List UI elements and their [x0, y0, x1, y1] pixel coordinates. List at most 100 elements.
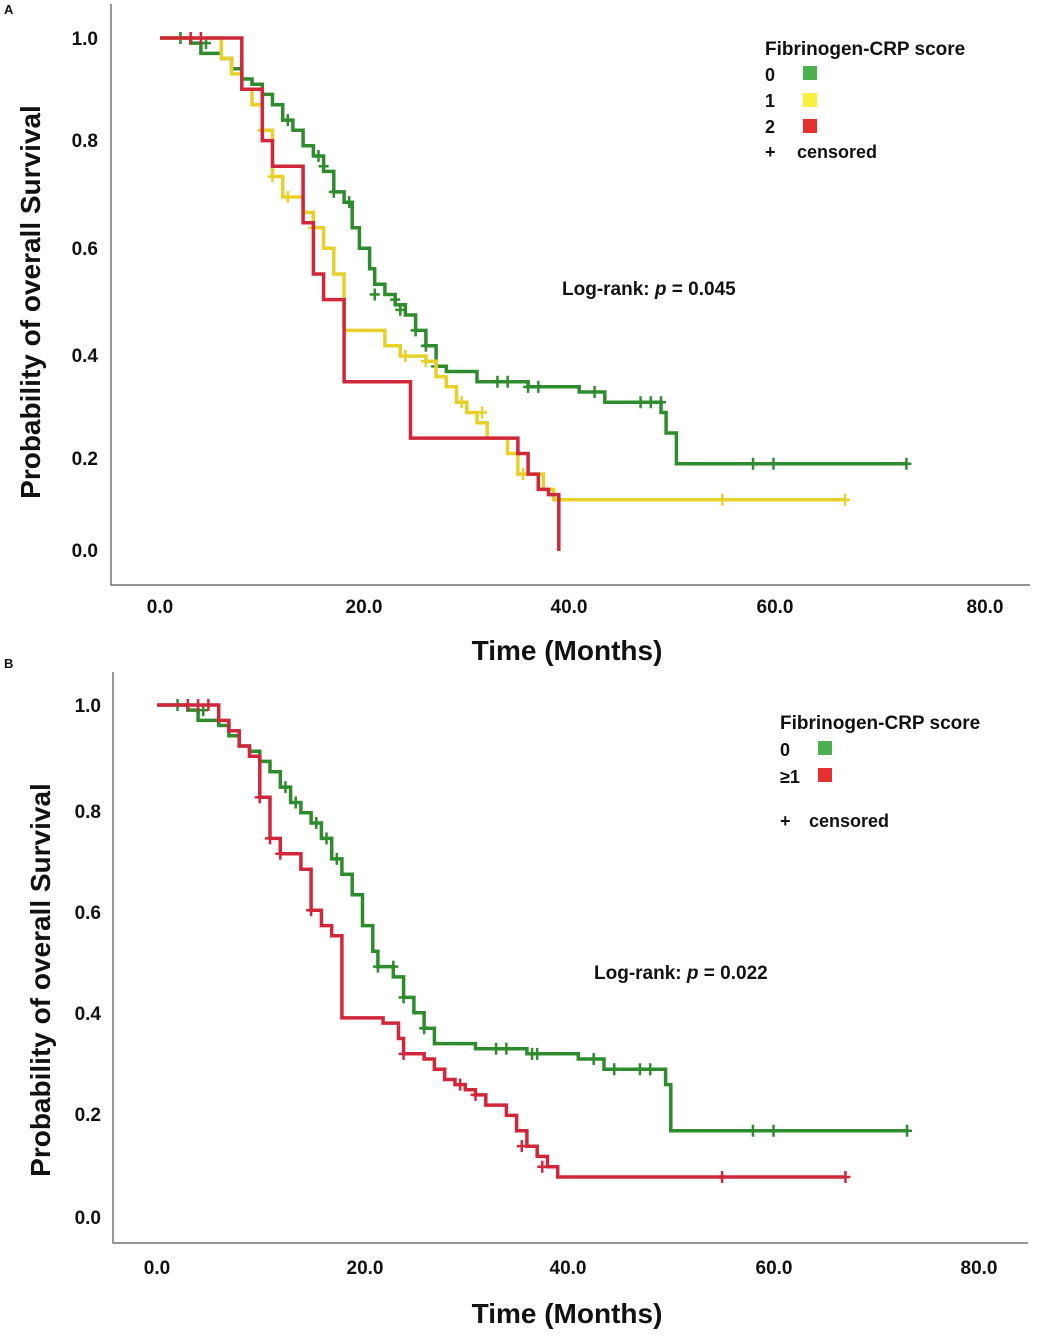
panel-a-y-tick: 0.4 [72, 346, 99, 367]
panel-b-censor-mark [372, 960, 383, 973]
panel-b-censor-mark [306, 904, 317, 917]
panel-a-censor-mark [420, 339, 431, 352]
panel-b-axes [112, 672, 1028, 1244]
panel-a-censor-mark [410, 324, 421, 337]
panel-a-x-tick: 40.0 [551, 597, 588, 618]
panel-b-censor-mark [331, 852, 342, 865]
panel-a-y-ticks: 0.0 0.2 0.4 0.6 0.8 1.0 [72, 29, 99, 562]
panel-a-censor-mark [502, 375, 513, 388]
panel-b-censor-mark [588, 1052, 599, 1065]
logrank-prefix: Log-rank: [594, 963, 687, 984]
panel-a-censor-mark [901, 457, 912, 470]
panel-b-censor-mark [645, 1063, 656, 1076]
panel-a-legend-label: 2 [765, 117, 775, 137]
panel-a-censor-mark [523, 380, 534, 393]
logrank-value: = 0.045 [667, 279, 737, 300]
panel-a-x-tick: 20.0 [346, 597, 383, 618]
panel-a-censor-mark [533, 380, 544, 393]
panel-b-censor-mark [388, 960, 399, 973]
panel-a-censor-mark [656, 396, 667, 409]
panel-b-censor-mark [768, 1124, 779, 1137]
logrank-p: p [654, 279, 667, 300]
panel-a-axes [110, 4, 1030, 586]
panel-a-letter: A [4, 2, 14, 17]
panel-a-y-tick: 0.8 [72, 131, 98, 152]
panel-a-legend-censored-symbol: + [765, 142, 776, 162]
panel-a: A 0.0 0.2 0.4 0.6 0.8 1.0 0.0 20.0 40.0 … [4, 2, 1030, 666]
panel-b-legend-label: ≥1 [780, 767, 800, 787]
panel-a-legend-label: 1 [765, 91, 775, 111]
panel-b-censor-mark [840, 1170, 851, 1183]
panel-a-legend: Fibrinogen-CRP score 0 1 2 + censored [765, 39, 965, 162]
panel-b-legend-swatch [818, 768, 832, 782]
panel-a-censor-mark [390, 293, 401, 306]
panel-a-censor-mark [456, 396, 467, 409]
logrank-prefix: Log-rank: [562, 279, 655, 300]
panel-b-legend-swatch [818, 741, 832, 755]
panel-a-censor-mark [344, 196, 355, 209]
panel-b-censor-mark [290, 796, 301, 809]
panel-a-censor-mark [282, 191, 293, 204]
panel-a-x-ticks: 0.0 20.0 40.0 60.0 80.0 [147, 597, 1004, 618]
panel-b-censor-mark [321, 832, 332, 845]
panel-b-censor-mark [193, 699, 204, 711]
panel-a-legend-swatch [803, 119, 817, 133]
panel-b-censor-mark [398, 1047, 409, 1060]
panel-b-x-ticks: 0.0 20.0 40.0 60.0 80.0 [144, 1258, 998, 1279]
panel-a-survival-curve-0 [160, 36, 907, 466]
panel-a-censor-mark [768, 457, 779, 470]
panel-a-censor-mark [318, 160, 329, 173]
panel-b-x-tick: 60.0 [756, 1258, 793, 1279]
panel-b-censor-mark [634, 1063, 645, 1076]
panel-b: B 0.0 0.2 0.4 0.6 0.8 1.0 0.0 20.0 40.0 … [4, 656, 1028, 1329]
panel-a-curves [160, 32, 912, 551]
panel-b-censor-mark [275, 847, 286, 860]
panel-b-x-tick: 80.0 [961, 1258, 998, 1279]
panel-b-censor-mark [491, 1042, 502, 1055]
panel-a-y-tick: 0.0 [72, 541, 98, 562]
logrank-value: = 0.022 [699, 963, 768, 984]
panel-a-censor-mark [477, 406, 488, 419]
panel-a-y-tick: 0.2 [72, 449, 98, 470]
panel-b-curves [157, 699, 913, 1183]
panel-a-y-tick: 0.6 [72, 239, 98, 260]
panel-b-censor-mark [747, 1124, 758, 1137]
panel-b-censor-mark [182, 699, 193, 711]
panel-a-logrank-annotation: Log-rank: p = 0.045 [562, 279, 736, 300]
panel-b-censor-mark [902, 1124, 913, 1137]
panel-a-censor-mark [369, 288, 380, 301]
panel-b-x-tick: 20.0 [347, 1258, 384, 1279]
panel-b-censor-mark [501, 1042, 512, 1055]
panel-b-censor-mark [537, 1160, 548, 1173]
panel-a-censor-mark [282, 114, 293, 127]
panel-a-censor-mark [395, 303, 406, 316]
panel-b-censor-mark [254, 791, 265, 804]
panel-b-censor-mark [516, 1140, 527, 1153]
panel-b-y-tick: 0.6 [75, 903, 101, 924]
panel-b-censor-mark [609, 1063, 620, 1076]
panel-b-legend: Fibrinogen-CRP score 0 ≥1 + censored [780, 713, 980, 831]
panel-a-censor-mark [840, 493, 851, 506]
panel-a-censor-mark [517, 468, 528, 481]
panel-a-censor-mark [717, 493, 728, 506]
panel-a-censor-mark [748, 457, 759, 470]
panel-b-y-tick: 0.4 [75, 1004, 102, 1025]
panel-a-legend-censored-label: censored [797, 142, 877, 162]
panel-a-x-tick: 60.0 [757, 597, 794, 618]
logrank-p: p [686, 963, 699, 984]
panel-a-x-tick: 80.0 [967, 597, 1004, 618]
panel-b-censor-mark [398, 991, 409, 1004]
panel-a-censor-mark [589, 385, 600, 398]
panel-b-censor-mark [717, 1170, 728, 1183]
panel-b-survival-curve-1 [157, 703, 846, 1179]
panel-a-censor-mark [195, 32, 206, 44]
panel-a-censor-mark [635, 396, 646, 409]
panel-b-y-tick: 0.2 [75, 1105, 101, 1126]
panel-b-legend-title: Fibrinogen-CRP score [780, 713, 980, 734]
panel-b-censor-mark [455, 1078, 466, 1091]
panel-a-censor-mark [492, 375, 503, 388]
panel-b-x-tick: 40.0 [550, 1258, 587, 1279]
panel-b-y-tick: 0.8 [75, 802, 101, 823]
panel-a-legend-title: Fibrinogen-CRP score [765, 39, 965, 60]
panel-b-y-axis-label: Probability of overall Survival [25, 783, 56, 1177]
